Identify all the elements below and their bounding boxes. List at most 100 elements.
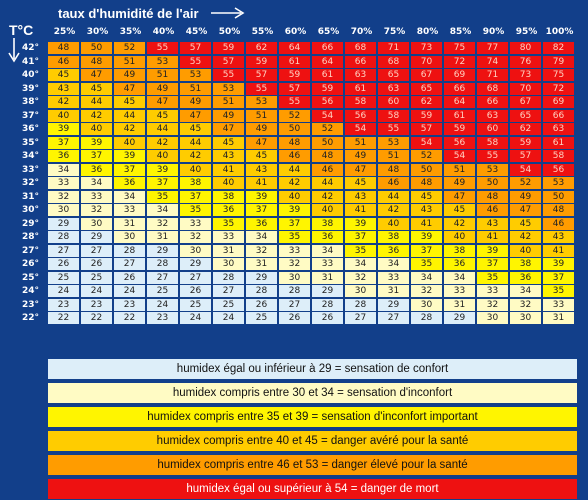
humidex-cell: 49 [213,109,244,122]
humidex-cell: 43 [213,150,244,162]
humidex-cell: 43 [477,217,508,230]
humidex-cell: 34 [81,177,112,189]
humidex-cell: 59 [444,123,475,135]
humidex-cell: 45 [48,69,79,81]
humidex-cell: 24 [114,285,145,297]
humidex-cell: 30 [345,285,376,297]
humidex-cell: 29 [180,258,211,270]
humidex-cell: 45 [81,82,112,95]
humidex-cell: 48 [543,204,574,216]
humidex-cell: 57 [246,69,277,81]
humidex-cell: 49 [147,82,178,95]
humidex-cell: 57 [180,42,211,54]
humidex-cell: 35 [345,244,376,257]
humidex-cell: 28 [246,285,277,297]
humidex-cell: 24 [48,285,79,297]
humidex-cell: 32 [411,285,442,297]
humidex-cell: 29 [444,312,475,324]
humidex-cell: 73 [510,69,541,81]
humidex-cell: 37 [48,136,79,149]
row-label: 33° [22,164,40,175]
humidex-cell: 41 [411,217,442,230]
humidex-cell: 71 [378,42,409,54]
humidex-cell: 64 [444,96,475,108]
humidex-cell: 48 [48,42,79,54]
humidex-cell: 39 [147,163,178,176]
humidex-cell: 38 [510,258,541,270]
humidex-cell: 30 [48,204,79,216]
humidex-cell: 40 [213,177,244,189]
humidex-cell: 37 [477,258,508,270]
humidex-cell: 80 [510,42,541,54]
humidex-cell: 55 [279,96,310,108]
humidex-cell: 27 [114,258,145,270]
humidex-cell: 34 [444,271,475,284]
humidex-cell: 33 [378,271,409,284]
humidex-cell: 23 [147,312,178,324]
humidex-cell: 60 [477,123,508,135]
column-header: 55% [251,27,274,37]
humidex-cell: 35 [477,271,508,284]
humidex-cell: 48 [477,190,508,203]
humidex-cell: 30 [279,271,310,284]
humidex-cell: 26 [246,298,277,311]
humidex-cell: 33 [213,231,244,243]
humidex-cell: 40 [48,109,79,122]
humidex-cell: 46 [312,163,343,176]
humidex-cell: 29 [378,298,409,311]
humidex-cell: 43 [48,82,79,95]
humidex-cell: 26 [312,312,343,324]
humidex-cell: 39 [477,244,508,257]
humidex-cell: 69 [543,96,574,108]
humidex-cell: 30 [81,217,112,230]
humidex-cell: 51 [444,163,475,176]
humidex-cell: 79 [543,55,574,68]
chart-title: taux d'humidité de l'air [58,6,199,21]
humidex-cell: 75 [444,42,475,54]
humidex-cell: 32 [279,258,310,270]
humidex-cell: 65 [510,109,541,122]
humidex-cell: 75 [543,69,574,81]
humidex-cell: 42 [180,150,211,162]
humidex-cell: 50 [543,190,574,203]
humidex-cell: 39 [48,123,79,135]
humidex-cell: 26 [114,271,145,284]
humidex-cell: 51 [147,69,178,81]
humidex-cell: 42 [312,190,343,203]
row-label: 25° [22,272,40,283]
column-header: 25% [53,27,76,37]
humidex-cell: 51 [345,136,376,149]
humidex-cell: 34 [378,258,409,270]
humidex-cell: 40 [114,136,145,149]
row-label: 35° [22,137,40,148]
humidex-cell: 34 [312,244,343,257]
humidex-cell: 64 [279,42,310,54]
humidex-cell: 31 [312,271,343,284]
column-header: 50% [218,27,241,37]
humidex-cell: 33 [48,177,79,189]
humidex-cell: 55 [246,82,277,95]
humidex-cell: 22 [48,312,79,324]
humidex-cell: 24 [81,285,112,297]
humidex-cell: 57 [213,55,244,68]
humidex-cell: 23 [81,298,112,311]
humidex-cell: 48 [81,55,112,68]
humidex-cell: 59 [279,69,310,81]
row-label: 42° [22,43,40,53]
humidex-cell: 35 [279,231,310,243]
humidex-cell: 32 [180,231,211,243]
row-label: 27° [22,245,40,256]
humidex-cell: 61 [543,136,574,149]
humidex-cell: 44 [312,177,343,189]
humidex-cell: 37 [180,190,211,203]
humidex-cell: 48 [378,163,409,176]
humidex-cell: 46 [279,150,310,162]
humidex-cell: 36 [48,150,79,162]
humidex-cell: 41 [543,244,574,257]
row-label: 26° [22,259,40,269]
humidex-cell: 46 [477,204,508,216]
humidex-cell: 56 [312,96,343,108]
humidex-cell: 38 [444,244,475,257]
humidex-cell: 48 [411,177,442,189]
